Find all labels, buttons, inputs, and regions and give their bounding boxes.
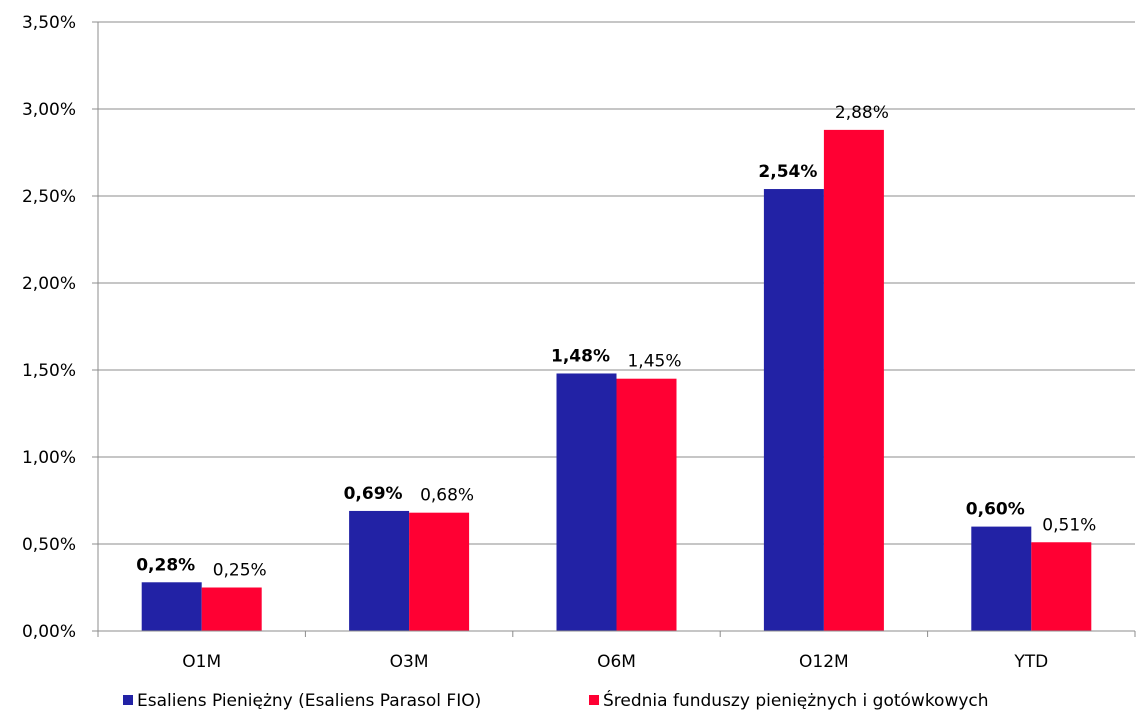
x-tick-label: O1M	[182, 652, 221, 672]
bar-o12m-series-1	[763, 189, 824, 632]
data-label: 2,88%	[835, 103, 889, 123]
data-label: 0,69%	[344, 484, 403, 504]
legend-label-series-1: Esaliens Pieniężny (Esaliens Parasol FIO…	[137, 691, 481, 711]
data-label: 0,28%	[136, 555, 195, 575]
y-tick-label: 3,00%	[22, 100, 76, 120]
y-tick-label: 0,00%	[22, 622, 76, 642]
y-axis: 0,00% 0,50% 1,00% 1,50% 2,00% 2,50% 3,00% 3,50%	[22, 13, 99, 642]
y-tick-label: 3,50%	[22, 13, 76, 33]
legend-swatch-series-2	[589, 695, 599, 705]
bar-o3m-series-2	[409, 512, 470, 631]
y-tick-label: 1,00%	[22, 448, 76, 468]
data-label: 0,25%	[213, 561, 267, 581]
bar-o6m-series-1	[556, 373, 617, 631]
bar-ytd-series-2	[1031, 542, 1092, 631]
legend: Esaliens Pieniężny (Esaliens Parasol FIO…	[123, 689, 989, 711]
y-tick-label: 0,50%	[22, 535, 76, 555]
bar-ytd-series-1	[971, 526, 1032, 631]
data-label: 1,48%	[551, 346, 610, 366]
bar-o6m-series-2	[616, 378, 677, 631]
x-tick-label: O12M	[799, 652, 849, 672]
x-tick-label: YTD	[1013, 652, 1048, 672]
bar-o1m-series-1	[141, 582, 202, 631]
bar-o12m-series-2	[823, 129, 884, 631]
y-tick-label: 2,00%	[22, 274, 76, 294]
x-tick-label: O3M	[390, 652, 429, 672]
bar-o1m-series-2	[201, 587, 262, 631]
bar-o3m-series-1	[349, 510, 410, 631]
data-label: 0,51%	[1042, 515, 1096, 535]
gridlines	[98, 21, 1135, 545]
legend-label-series-2: Średnia funduszy pieniężnych i gotówkowy…	[603, 689, 989, 711]
y-tick-label: 1,50%	[22, 361, 76, 381]
x-axis: O1M O3M O6M O12M YTD	[97, 630, 1136, 672]
y-tick-label: 2,50%	[22, 187, 76, 207]
bars	[141, 129, 1092, 632]
legend-swatch-series-1	[123, 695, 133, 705]
x-tick-label: O6M	[597, 652, 636, 672]
data-label: 1,45%	[627, 352, 681, 372]
data-label: 2,54%	[758, 162, 817, 182]
data-label: 0,60%	[966, 500, 1025, 520]
data-label: 0,68%	[420, 486, 474, 506]
data-labels: 0,28% 0,25% 0,69% 0,68% 1,48% 1,45% 2,54% 2,88%…	[136, 103, 1096, 581]
